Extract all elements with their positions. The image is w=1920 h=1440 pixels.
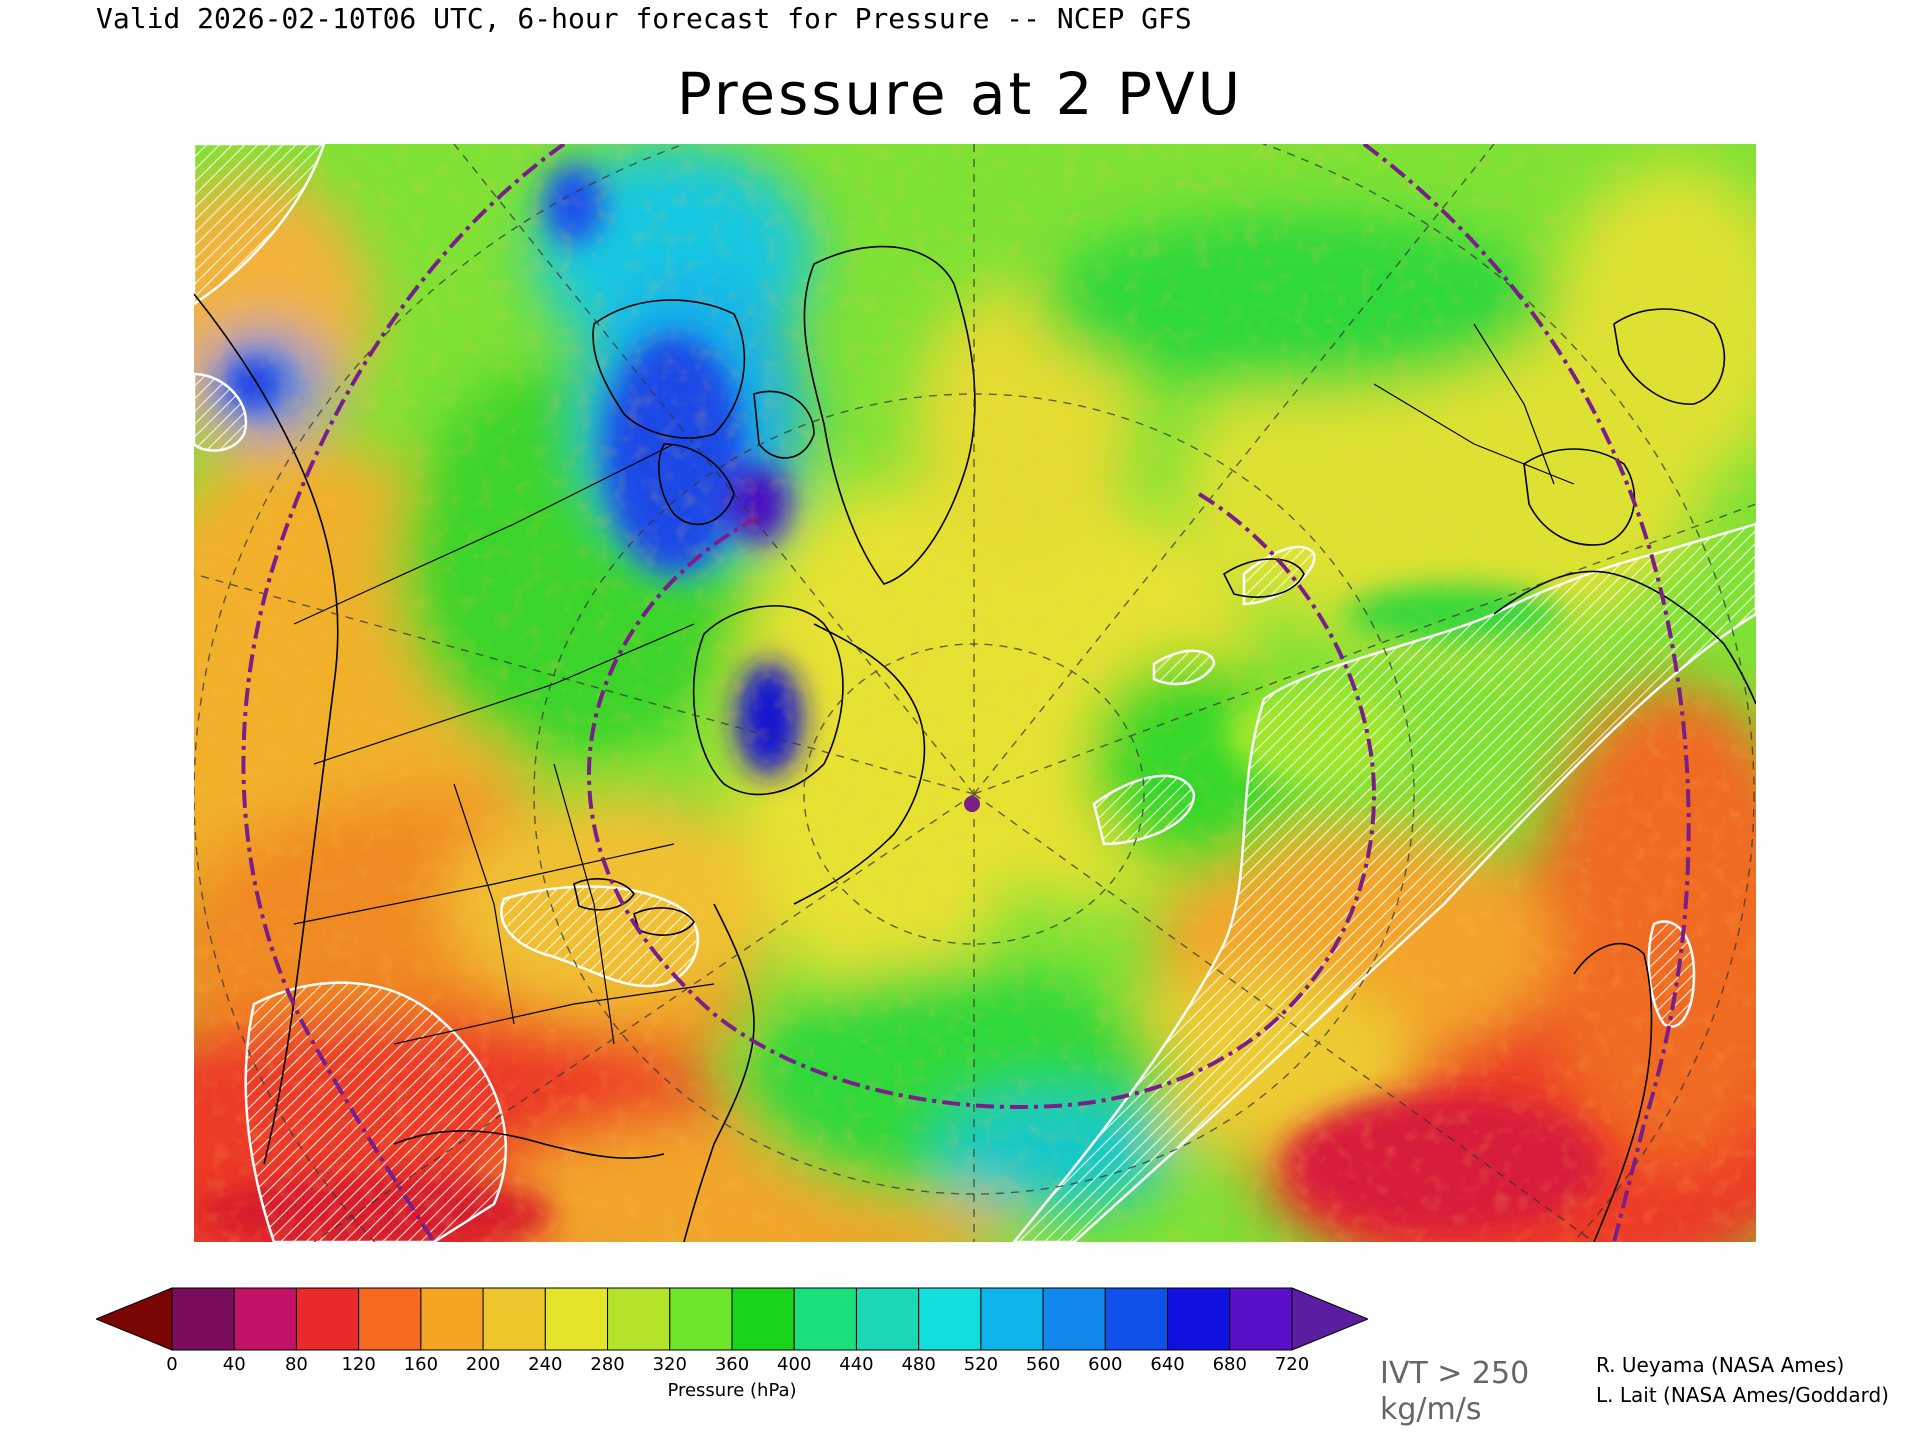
colorbar-swatch	[980, 1287, 1044, 1351]
colorbar-over-triangle	[1291, 1287, 1370, 1351]
colorbar-tick-label: 680	[1212, 1354, 1247, 1375]
colorbar-tick-label: 360	[714, 1354, 750, 1375]
colorbar-tick-label: 640	[1150, 1354, 1185, 1375]
colorbar-swatch	[358, 1287, 422, 1351]
credits: R. Ueyama (NASA Ames) L. Lait (NASA Ames…	[1596, 1350, 1889, 1410]
colorbar-swatch	[420, 1287, 484, 1351]
colorbar-tick-label: 560	[1025, 1354, 1061, 1375]
colorbar-tick-label: 0	[166, 1354, 178, 1375]
graticule	[194, 144, 1756, 1242]
colorbar-swatch	[669, 1287, 733, 1351]
colorbar-tick-label: 160	[403, 1354, 439, 1375]
colorbar-tick-label: 80	[284, 1354, 308, 1375]
ivt-hatch-regions	[194, 144, 1756, 1242]
colorbar-tick-label: 520	[963, 1354, 999, 1375]
colorbar-tick-label: 280	[590, 1354, 625, 1375]
colorbar-swatch	[233, 1287, 297, 1351]
colorbar-tick-label: 600	[1088, 1354, 1123, 1375]
colorbar	[94, 1280, 1370, 1380]
pressure-map	[194, 144, 1756, 1242]
colorbar-swatch	[918, 1287, 982, 1351]
colorbar-swatch	[544, 1287, 609, 1351]
colorbar-swatch	[731, 1287, 795, 1351]
coastlines	[194, 245, 1756, 1242]
colorbar-swatch	[482, 1287, 546, 1351]
ivt-threshold-label: IVT > 250 kg/m/s	[1380, 1356, 1530, 1427]
forecast-valid-line: Valid 2026-02-10T06 UTC, 6-hour forecast…	[96, 2, 1192, 35]
colorbar-tick-label: 400	[777, 1354, 812, 1375]
colorbar-swatch	[855, 1287, 920, 1351]
colorbar-tick-label: 720	[1274, 1354, 1310, 1375]
colorbar-swatch	[171, 1287, 235, 1351]
colorbar-tick-label: 200	[465, 1354, 501, 1375]
colorbar-swatch	[295, 1287, 360, 1351]
colorbar-swatch	[1042, 1287, 1106, 1351]
range-rings	[241, 144, 1691, 1242]
map-title: Pressure at 2 PVU	[676, 60, 1244, 128]
colorbar-swatch	[607, 1287, 671, 1351]
colorbar-swatch	[1104, 1287, 1169, 1351]
colorbar-tick-label: 120	[341, 1354, 376, 1375]
colorbar-swatch	[1167, 1287, 1231, 1351]
colorbar-tick-label: 320	[652, 1354, 687, 1375]
colorbar-tick-label: 40	[222, 1354, 246, 1375]
colorbar-swatch	[1229, 1287, 1293, 1351]
credit-line-1: R. Ueyama (NASA Ames)	[1596, 1353, 1845, 1377]
colorbar-swatch	[793, 1287, 857, 1351]
colorbar-tick-label: 240	[528, 1354, 563, 1375]
colorbar-under-triangle	[94, 1287, 173, 1351]
projection-center-marker	[964, 796, 980, 812]
credit-line-2: L. Lait (NASA Ames/Goddard)	[1596, 1383, 1889, 1407]
colorbar-tick-label: 480	[901, 1354, 936, 1375]
colorbar-label: Pressure (hPa)	[667, 1380, 797, 1401]
colorbar-tick-label: 440	[839, 1354, 874, 1375]
